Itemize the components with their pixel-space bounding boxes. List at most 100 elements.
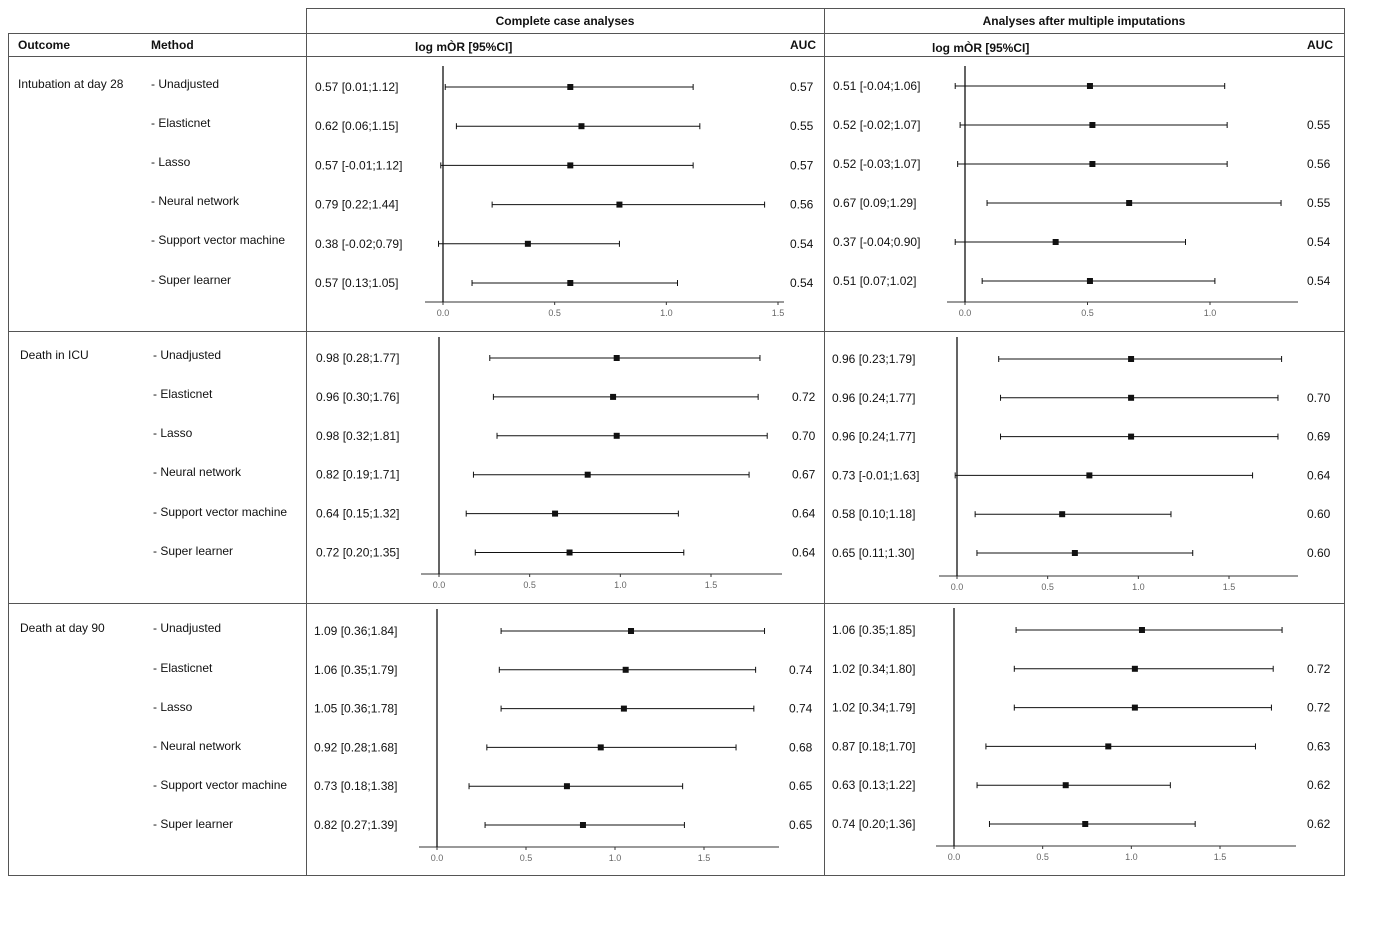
- point-estimate: [578, 123, 585, 130]
- auc-value: 0.64: [792, 546, 816, 560]
- auc-value: 0.54: [790, 276, 814, 290]
- point-estimate: [567, 84, 574, 90]
- estimate-label: 0.73 [-0.01;1.63]: [832, 468, 919, 482]
- estimate-label: 0.74 [0.20;1.36]: [832, 817, 915, 831]
- auc-value: 0.56: [790, 198, 814, 212]
- table-bottom-border: [8, 875, 1345, 876]
- auc-value: 0.54: [1307, 274, 1331, 288]
- method-label: - Lasso: [153, 700, 193, 714]
- x-tick-label: 0.5: [548, 308, 561, 318]
- method-label: - Super learner: [153, 544, 234, 558]
- point-estimate: [1071, 550, 1078, 556]
- method-label: - Unadjusted: [153, 348, 222, 362]
- point-estimate: [613, 432, 620, 439]
- auc-value: 0.60: [1307, 507, 1331, 521]
- complete-case-estimate-header: log mÒR [95%CI]: [415, 40, 513, 54]
- estimate-label: 0.92 [0.28;1.68]: [314, 740, 397, 754]
- point-estimate: [1086, 83, 1093, 89]
- method-label: - Neural network: [153, 465, 242, 479]
- estimate-label: 0.96 [0.30;1.76]: [316, 390, 399, 404]
- point-estimate: [622, 666, 629, 673]
- x-tick-label: 0.0: [437, 308, 450, 318]
- auc-value: 0.70: [792, 429, 816, 443]
- point-estimate: [1089, 122, 1096, 128]
- point-estimate: [579, 822, 586, 828]
- auc-value: 0.64: [1307, 468, 1331, 482]
- x-tick-label: 0.0: [431, 853, 444, 863]
- estimate-label: 0.96 [0.24;1.77]: [832, 430, 915, 444]
- auc-value: 0.63: [1307, 739, 1331, 753]
- point-estimate: [1082, 821, 1089, 827]
- method-label: - Support vector machine: [151, 233, 286, 247]
- point-estimate: [620, 705, 627, 712]
- x-tick-label: 0.5: [1041, 582, 1054, 592]
- auc-value: 0.55: [1307, 118, 1331, 132]
- method-label: - Lasso: [151, 155, 191, 169]
- x-tick-label: 0.5: [1036, 852, 1049, 862]
- estimate-label: 0.51 [0.07;1.02]: [833, 274, 916, 288]
- estimate-label: 0.57 [0.01;1.12]: [315, 80, 398, 94]
- x-tick-label: 1.0: [660, 308, 673, 318]
- auc-value: 0.72: [1307, 701, 1331, 715]
- auc-value: 0.69: [1307, 430, 1331, 444]
- point-estimate: [616, 201, 623, 208]
- estimate-label: 0.51 [-0.04;1.06]: [833, 79, 920, 93]
- outcome-label-death-in-icu: Death in ICU: [20, 348, 89, 362]
- auc-value: 0.62: [1307, 817, 1331, 831]
- estimate-label: 0.62 [0.06;1.15]: [315, 119, 398, 133]
- complete-case-auc-header: AUC: [790, 38, 816, 52]
- point-estimate: [1105, 743, 1112, 750]
- estimate-label: 1.09 [0.36;1.84]: [314, 624, 397, 638]
- auc-value: 0.55: [790, 119, 814, 133]
- method-label: - Support vector machine: [153, 505, 288, 519]
- method-label: - Lasso: [153, 426, 193, 440]
- point-estimate: [567, 162, 574, 169]
- method-label: - Super learner: [151, 273, 232, 287]
- point-estimate: [1131, 665, 1138, 672]
- table-right-border: [1344, 8, 1345, 876]
- auc-value: 0.74: [789, 663, 813, 677]
- estimate-label: 0.79 [0.22;1.44]: [315, 198, 398, 212]
- method-label: - Elasticnet: [151, 116, 211, 130]
- imputation-estimate-header: log mÒR [95%CI]: [932, 41, 1030, 55]
- outcome-label-death-day-90: Death at day 90: [20, 621, 105, 635]
- x-tick-label: 0.0: [951, 582, 964, 592]
- point-estimate: [584, 471, 591, 478]
- auc-value: 0.72: [1307, 662, 1331, 676]
- method-label: - Unadjusted: [151, 77, 220, 91]
- point-estimate: [610, 393, 617, 400]
- point-estimate: [1052, 239, 1059, 245]
- x-tick-label: 0.0: [948, 852, 961, 862]
- method-column-header: Method: [151, 38, 194, 52]
- point-estimate: [597, 744, 604, 751]
- header-divider: [8, 33, 1345, 34]
- table-left-border: [8, 33, 9, 876]
- auc-value: 0.54: [790, 237, 814, 251]
- point-estimate: [1062, 782, 1069, 789]
- point-estimate: [1059, 511, 1066, 518]
- complete-case-header: Complete case analyses: [495, 14, 635, 28]
- imputation-left-border: [824, 8, 825, 876]
- x-tick-label: 1.0: [1125, 852, 1138, 862]
- x-tick-label: 0.5: [520, 853, 533, 863]
- estimate-label: 1.02 [0.34;1.80]: [832, 662, 915, 676]
- point-estimate: [628, 628, 635, 634]
- auc-value: 0.68: [789, 740, 813, 754]
- method-label: - Unadjusted: [153, 621, 222, 635]
- auc-value: 0.74: [789, 702, 813, 716]
- auc-value: 0.72: [792, 390, 816, 404]
- x-tick-label: 0.5: [1081, 308, 1094, 318]
- estimate-label: 1.02 [0.34;1.79]: [832, 701, 915, 715]
- point-estimate: [1126, 200, 1133, 206]
- x-tick-label: 1.5: [1223, 582, 1236, 592]
- estimate-label: 0.52 [-0.03;1.07]: [833, 157, 920, 171]
- auc-value: 0.57: [790, 158, 814, 172]
- auc-value: 0.65: [789, 818, 813, 832]
- auc-value: 0.65: [789, 779, 813, 793]
- method-label: - Neural network: [151, 194, 240, 208]
- x-tick-label: 1.5: [698, 853, 711, 863]
- estimate-label: 0.96 [0.23;1.79]: [832, 352, 915, 366]
- estimate-label: 0.72 [0.20;1.35]: [316, 546, 399, 560]
- x-tick-label: 0.0: [433, 580, 446, 590]
